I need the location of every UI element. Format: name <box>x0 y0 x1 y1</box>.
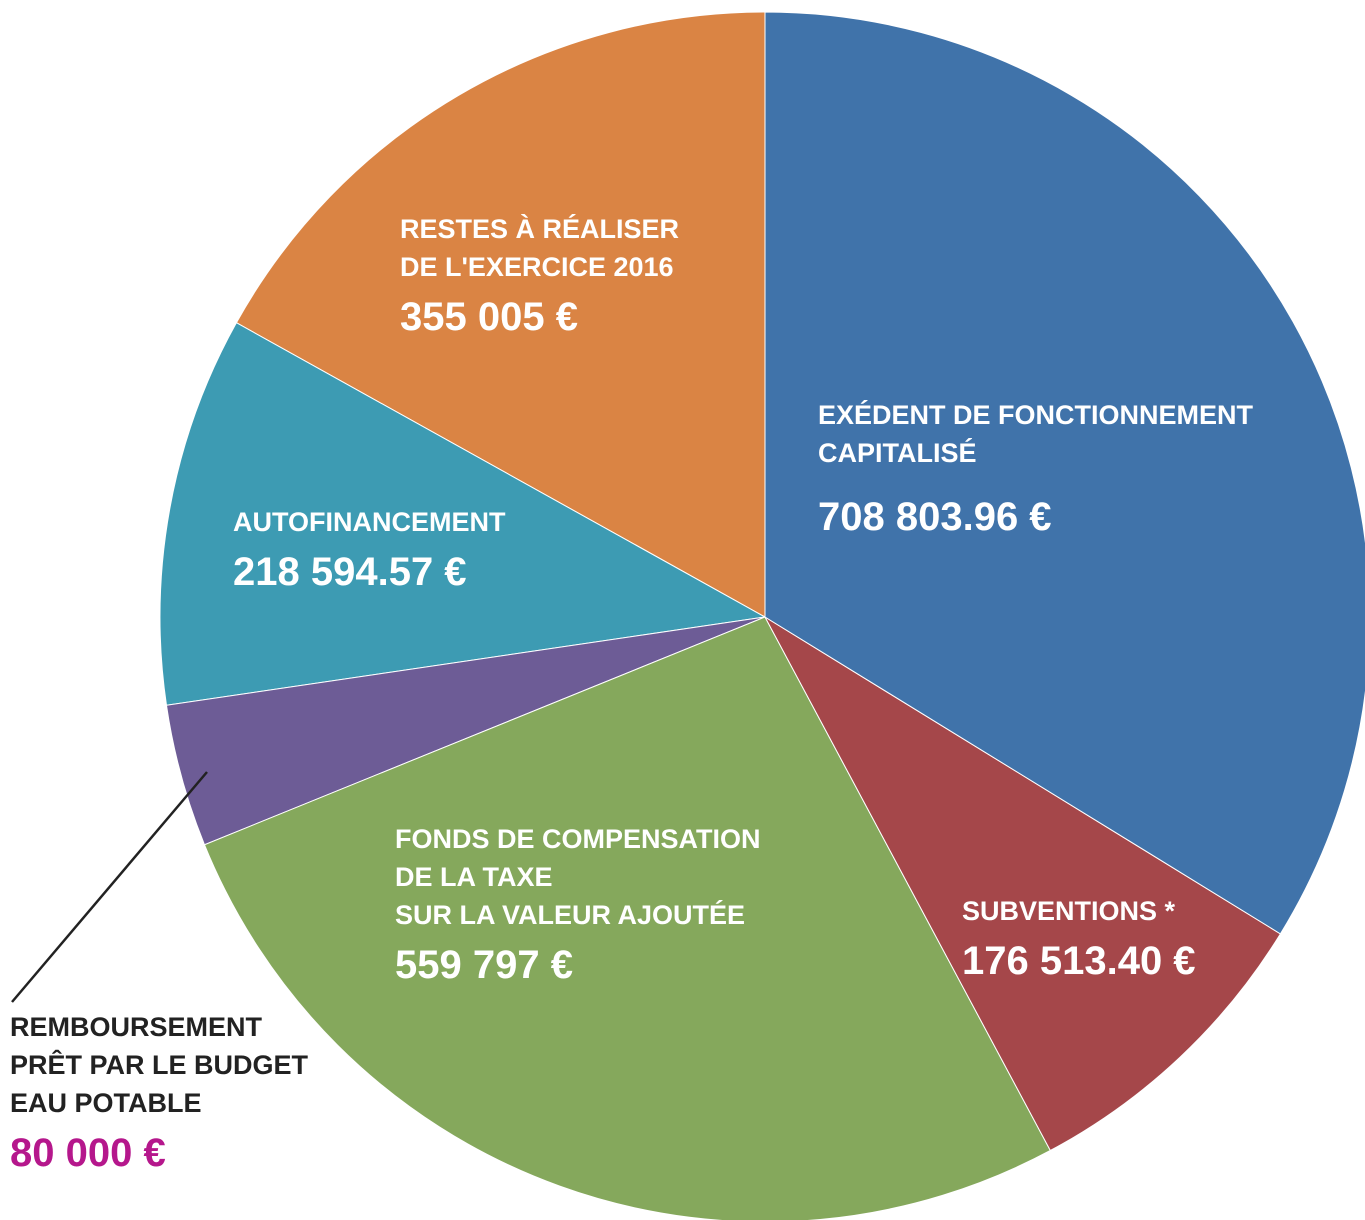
pie-slice <box>235 11 766 618</box>
slice-label: REMBOURSEMENT PRÊT PAR LE BUDGET EAU POT… <box>10 1008 308 1178</box>
category-label: EXÉDENT DE FONCTIONNEMENT CAPITALISÉ <box>818 400 1254 468</box>
slice-label: FONDS DE COMPENSATION DE LA TAXE SUR LA … <box>395 820 761 990</box>
value-label: 559 797 € <box>395 943 573 987</box>
slice-label: RESTES À RÉALISER DE L'EXERCICE 2016 355 … <box>400 210 679 342</box>
value-label: 218 594.57 € <box>233 550 467 594</box>
slice-label: SUBVENTIONS * 176 513.40 € <box>962 892 1196 986</box>
category-label: AUTOFINANCEMENT <box>233 507 506 537</box>
value-label: 708 803.96 € <box>818 495 1052 539</box>
slice-label: EXÉDENT DE FONCTIONNEMENT CAPITALISÉ 708 … <box>818 396 1253 542</box>
value-label: 80 000 € <box>10 1131 166 1175</box>
pie-slice <box>763 615 1282 1152</box>
slice-label: AUTOFINANCEMENT 218 594.57 € <box>233 503 506 597</box>
value-label: 176 513.40 € <box>962 939 1196 983</box>
category-label: SUBVENTIONS * <box>962 896 1176 926</box>
pie-slice <box>764 11 1365 935</box>
category-label: FONDS DE COMPENSATION DE LA TAXE SUR LA … <box>395 824 761 930</box>
pie-slice <box>159 322 767 706</box>
category-label: REMBOURSEMENT PRÊT PAR LE BUDGET EAU POT… <box>10 1012 309 1118</box>
value-label: 355 005 € <box>400 295 578 339</box>
pie-slice <box>203 616 1051 1220</box>
category-label: RESTES À RÉALISER DE L'EXERCICE 2016 <box>400 214 680 282</box>
leader-line <box>11 771 208 1003</box>
